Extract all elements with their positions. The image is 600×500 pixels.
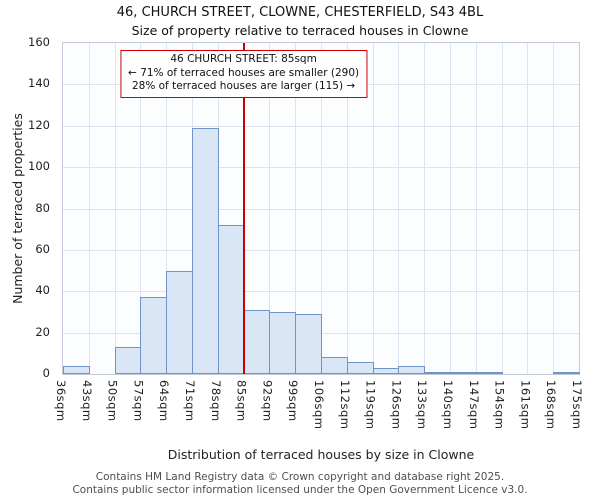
x-tick-label: 64sqm [157, 380, 172, 422]
gridline-vertical [475, 43, 477, 374]
x-tick-label: 154sqm [492, 380, 507, 430]
gridline-vertical [372, 43, 374, 374]
bar [372, 367, 400, 374]
y-tick-label: 60 [35, 241, 50, 256]
chart-subtitle: Size of property relative to terraced ho… [131, 23, 469, 38]
x-tick-label: 50sqm [105, 380, 120, 422]
x-tick-label: 106sqm [312, 380, 326, 430]
x-tick-label: 43sqm [79, 380, 94, 422]
gridline-vertical [166, 43, 168, 374]
bar [217, 225, 245, 374]
gridline-vertical [527, 43, 529, 374]
x-tick-label: 36sqm [54, 380, 68, 422]
y-tick-label: 140 [28, 76, 50, 91]
bar [114, 347, 142, 374]
y-tick-label: 80 [35, 200, 50, 215]
bar [295, 314, 322, 374]
x-tick-labels: 36sqm 43sqm 50sqm 57sqm 64sqm 71sqm 78sqm 85sqm… [54, 379, 584, 443]
gridline-vertical [450, 43, 451, 374]
bar [192, 127, 219, 374]
x-tick-label: 168sqm [544, 380, 559, 430]
gridline-vertical [269, 43, 271, 374]
gridline-vertical [398, 43, 400, 374]
bar [269, 311, 297, 374]
x-tick-label: 175sqm [570, 380, 584, 430]
chart-title: 46, CHURCH STREET, CLOWNE, CHESTERFIELD,… [116, 5, 484, 20]
gridline-vertical [140, 43, 142, 374]
bar [398, 365, 426, 374]
x-tick-label: 112sqm [337, 380, 352, 430]
x-tick-label: 126sqm [389, 380, 404, 430]
x-tick-label: 147sqm [466, 380, 481, 430]
y-tick-label: 20 [35, 324, 50, 339]
x-axis-label: Distribution of terraced houses by size … [167, 447, 475, 462]
y-tick-label: 40 [35, 283, 50, 298]
bar [450, 371, 477, 374]
y-tick-label: 100 [28, 159, 50, 174]
y-tick-label: 120 [28, 117, 50, 132]
bar [553, 371, 580, 374]
x-tick-label: 119sqm [363, 380, 378, 430]
x-tick-label: 161sqm [518, 380, 533, 430]
bar [63, 365, 90, 374]
gridline-vertical [321, 43, 322, 374]
marker-line [242, 43, 245, 374]
annotation-line-2: ← 71% of terraced houses are smaller (29… [128, 66, 360, 79]
plot-area: 46 CHURCH STREET: 85sqm ← 71% of terrace… [62, 42, 580, 375]
gridline-vertical [346, 43, 348, 374]
gridline-vertical [501, 43, 503, 374]
x-tick-label: 92sqm [260, 380, 275, 422]
x-tick-label: 78sqm [208, 380, 223, 422]
annotation-line-1: 46 CHURCH STREET: 85sqm [170, 53, 317, 65]
gridline-vertical [88, 43, 90, 374]
x-tick-label: 140sqm [441, 380, 455, 430]
bar [346, 361, 374, 374]
x-tick-label: 71sqm [183, 380, 197, 422]
gridline-vertical [114, 43, 116, 374]
x-tick-label: 85sqm [234, 380, 249, 422]
y-tick-label: 160 [28, 35, 50, 49]
y-tick-label: 0 [42, 366, 50, 380]
footer: Contains HM Land Registry data © Crown c… [0, 471, 600, 497]
x-tick-label: 99sqm [286, 380, 301, 422]
annotation-box: 46 CHURCH STREET: 85sqm ← 71% of terrace… [120, 50, 368, 98]
gridline-vertical [553, 43, 555, 374]
x-tick-label: 57sqm [131, 380, 146, 422]
footer-line-1: Contains HM Land Registry data © Crown c… [95, 471, 505, 483]
annotation-line-3: 28% of terraced houses are larger (115) … [131, 80, 356, 93]
gridline-vertical [424, 43, 426, 374]
bar [475, 371, 503, 374]
bar [166, 270, 193, 374]
gridline-vertical [295, 43, 297, 374]
bar [321, 357, 348, 374]
x-tick-label: 133sqm [415, 380, 430, 430]
bar [424, 371, 451, 374]
bar [243, 309, 271, 374]
footer-line-2: Contains public sector information licen… [72, 484, 528, 497]
y-tick-labels: 0 20 40 60 80 100 120 140 160 [0, 35, 58, 380]
bar [140, 297, 168, 374]
